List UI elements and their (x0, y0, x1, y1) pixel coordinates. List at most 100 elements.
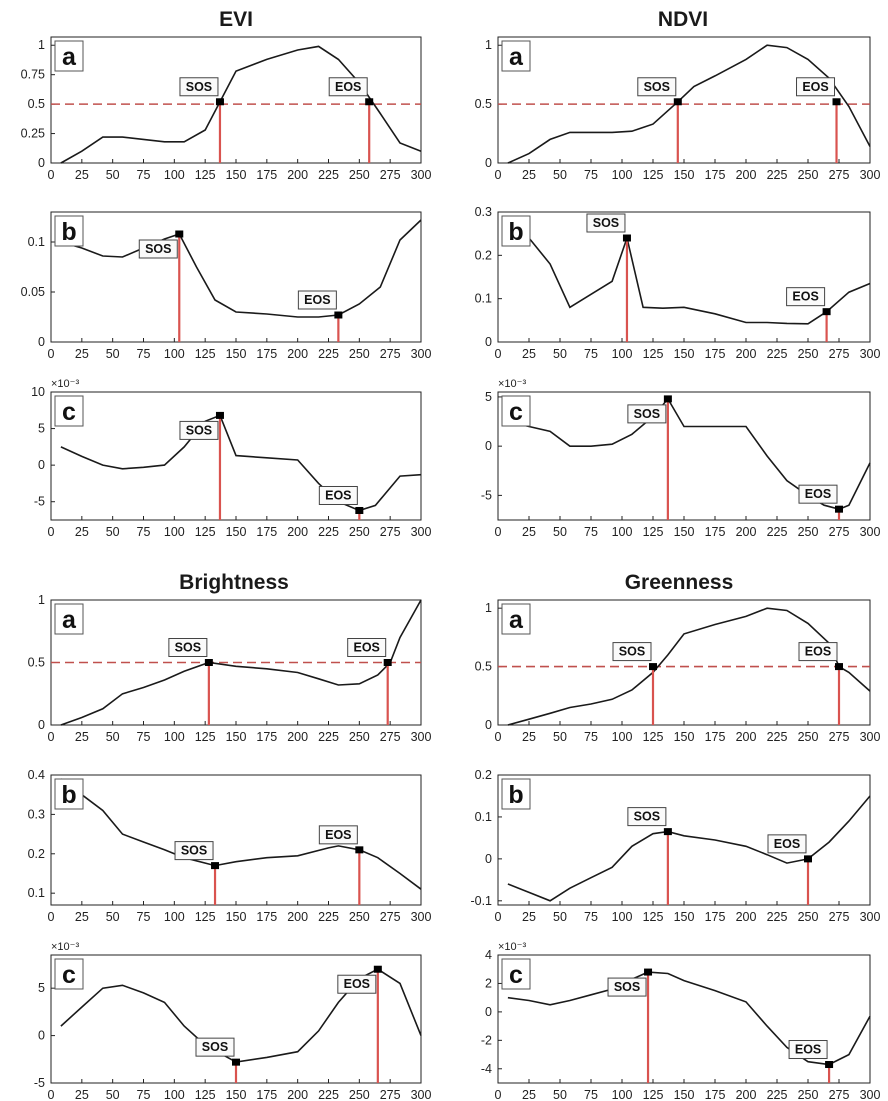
x-tick-label: 0 (495, 347, 502, 361)
x-tick-label: 275 (829, 730, 850, 744)
x-tick-label: 250 (798, 910, 819, 924)
y-multiplier: ×10⁻³ (498, 378, 526, 390)
x-tick-label: 225 (767, 347, 788, 361)
y-tick-label: 0 (38, 335, 45, 349)
x-tick-label: 150 (674, 168, 695, 182)
sos-marker (663, 828, 672, 836)
x-tick-label: 200 (736, 910, 757, 924)
y-tick-label: 1 (38, 38, 45, 52)
x-tick-label: 100 (164, 168, 185, 182)
eos-marker (334, 311, 343, 319)
x-tick-label: 50 (553, 347, 567, 361)
x-tick-label: 175 (705, 168, 726, 182)
x-tick-label: 0 (48, 347, 55, 361)
x-tick-label: 50 (553, 730, 567, 744)
sos-marker (622, 234, 631, 242)
x-tick-label: 0 (495, 910, 502, 924)
sos-label: SOS (614, 980, 640, 994)
sos-marker (215, 98, 224, 106)
eos-label: EOS (344, 977, 370, 991)
axes-frame (50, 36, 422, 164)
eos-label: EOS (335, 80, 361, 94)
x-tick-label: 75 (584, 730, 598, 744)
panel-letter-box (54, 603, 84, 635)
x-tick-label: 275 (380, 910, 401, 924)
x-tick-label: 200 (287, 525, 308, 539)
series-line (60, 599, 422, 726)
x-tick-label: 0 (495, 1088, 502, 1101)
eos-marker (825, 1061, 834, 1069)
x-tick-label: 250 (798, 525, 819, 539)
x-tick-label: 200 (736, 168, 757, 182)
axes-frame (497, 36, 871, 164)
x-tick-label: 125 (195, 1088, 216, 1101)
x-tick-label: 275 (380, 525, 401, 539)
y-tick-label: 0.1 (475, 292, 492, 306)
x-tick-label: 275 (829, 347, 850, 361)
panel-letter: a (509, 606, 524, 634)
x-tick-label: 150 (226, 525, 247, 539)
y-tick-label: 0.2 (475, 768, 492, 782)
x-tick-label: 25 (75, 1088, 89, 1101)
y-tick-label: 5 (38, 981, 45, 995)
y-tick-label: 0 (485, 852, 492, 866)
sos-label: SOS (186, 423, 212, 437)
y-tick-label: 0.75 (21, 68, 45, 82)
x-tick-label: 75 (584, 525, 598, 539)
eos-label-box (318, 825, 358, 845)
x-tick-label: 150 (674, 1088, 695, 1101)
x-tick-label: 50 (106, 1088, 120, 1101)
eos-label-box (786, 287, 826, 307)
x-tick-label: 100 (612, 730, 633, 744)
x-tick-label: 300 (860, 168, 881, 182)
eos-marker (365, 98, 374, 106)
y-tick-label: 0.3 (28, 807, 45, 821)
eos-label-box (767, 834, 807, 854)
greenness-c-panel: 0 25 50 75 100 125 150 175 200 225 250 275 300 -4 -2 0 2… (481, 941, 881, 1101)
y-tick-label: 0 (485, 439, 492, 453)
eos-label-box (788, 1040, 828, 1060)
sos-marker (232, 1058, 240, 1066)
eos-label-box (798, 642, 838, 662)
x-tick-label: 225 (767, 1088, 788, 1101)
x-tick-label: 225 (318, 347, 339, 361)
y-tick-label: -4 (481, 1062, 492, 1076)
x-tick-label: 25 (75, 910, 89, 924)
axes-frame (497, 774, 871, 906)
sos-label: SOS (202, 1040, 228, 1054)
x-tick-label: 50 (553, 525, 567, 539)
eos-marker (373, 965, 382, 973)
x-tick-label: 100 (164, 910, 185, 924)
sos-label-box (627, 404, 667, 424)
x-tick-label: 25 (522, 910, 536, 924)
eos-marker (835, 505, 843, 513)
axes-frame (50, 774, 422, 906)
x-tick-label: 100 (612, 1088, 633, 1101)
x-tick-label: 200 (736, 730, 757, 744)
x-tick-label: 175 (256, 1088, 277, 1101)
eos-marker (383, 659, 392, 666)
x-tick-label: 125 (643, 347, 664, 361)
x-tick-label: 250 (798, 1088, 819, 1101)
x-tick-label: 250 (349, 1088, 370, 1101)
y-tick-label: 0.05 (21, 285, 45, 299)
x-tick-label: 100 (612, 910, 633, 924)
x-tick-label: 275 (829, 525, 850, 539)
x-tick-label: 175 (705, 910, 726, 924)
sos-label: SOS (619, 645, 645, 659)
panel-letter: b (61, 218, 76, 246)
x-tick-label: 300 (411, 347, 432, 361)
x-tick-label: 175 (705, 730, 726, 744)
y-tick-label: -5 (34, 495, 45, 509)
x-tick-label: 175 (256, 347, 277, 361)
x-tick-label: 0 (48, 1088, 55, 1101)
sos-label: SOS (175, 641, 201, 655)
panel-letter: a (62, 43, 77, 71)
x-tick-label: 125 (643, 910, 664, 924)
x-tick-label: 100 (164, 1088, 185, 1101)
x-tick-label: 0 (48, 525, 55, 539)
y-tick-label: -0.1 (470, 894, 492, 908)
evi-c-panel: 0 25 50 75 100 125 150 175 200 225 250 275 300 -5 0 5 10… (31, 378, 431, 539)
panel-letter: c (62, 398, 76, 426)
eos-label: EOS (774, 837, 800, 851)
